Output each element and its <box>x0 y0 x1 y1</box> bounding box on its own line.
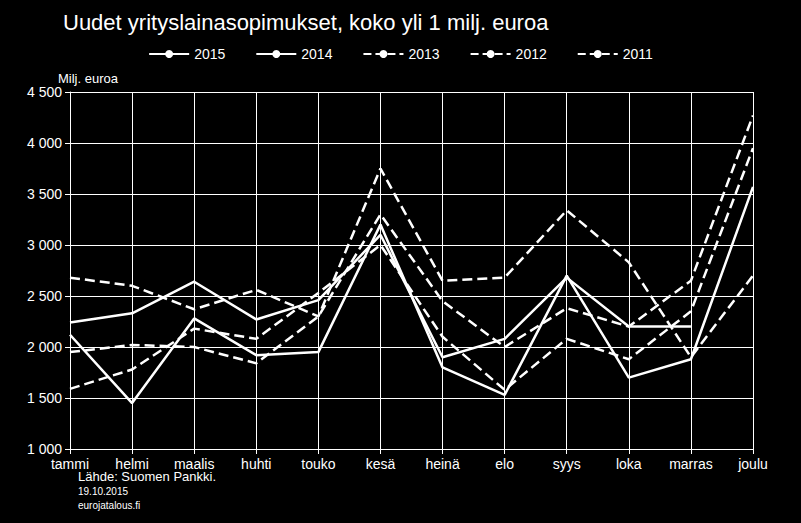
svg-text:2015: 2015 <box>194 46 225 62</box>
svg-text:joulu: joulu <box>737 456 768 472</box>
svg-text:tammi: tammi <box>51 456 89 472</box>
svg-text:kesä: kesä <box>366 456 396 472</box>
svg-text:4 000: 4 000 <box>27 135 62 151</box>
svg-text:huhti: huhti <box>241 456 271 472</box>
svg-text:1 000: 1 000 <box>27 441 62 457</box>
svg-text:4 500: 4 500 <box>27 84 62 100</box>
svg-text:touko: touko <box>301 456 335 472</box>
svg-text:marras: marras <box>669 456 713 472</box>
svg-text:eurojatalous.fi: eurojatalous.fi <box>78 500 140 511</box>
svg-text:helmi: helmi <box>115 456 148 472</box>
svg-text:3 000: 3 000 <box>27 237 62 253</box>
svg-text:2011: 2011 <box>623 46 653 62</box>
svg-text:Milj. euroa: Milj. euroa <box>58 71 119 86</box>
svg-text:2014: 2014 <box>301 46 332 62</box>
svg-text:2 000: 2 000 <box>27 339 62 355</box>
svg-text:2012: 2012 <box>516 46 547 62</box>
svg-text:Uudet yrityslainasopimukset, k: Uudet yrityslainasopimukset, koko yli 1 … <box>63 10 549 35</box>
svg-text:1 500: 1 500 <box>27 390 62 406</box>
svg-text:2 500: 2 500 <box>27 288 62 304</box>
svg-text:19.10.2015: 19.10.2015 <box>78 486 128 497</box>
svg-text:maalis: maalis <box>174 456 214 472</box>
svg-text:2013: 2013 <box>408 46 439 62</box>
svg-text:heinä: heinä <box>425 456 459 472</box>
svg-text:Lähde: Suomen Pankki.: Lähde: Suomen Pankki. <box>78 469 216 484</box>
svg-text:elo: elo <box>495 456 514 472</box>
svg-text:syys: syys <box>553 456 581 472</box>
svg-text:loka: loka <box>616 456 642 472</box>
svg-text:3 500: 3 500 <box>27 186 62 202</box>
